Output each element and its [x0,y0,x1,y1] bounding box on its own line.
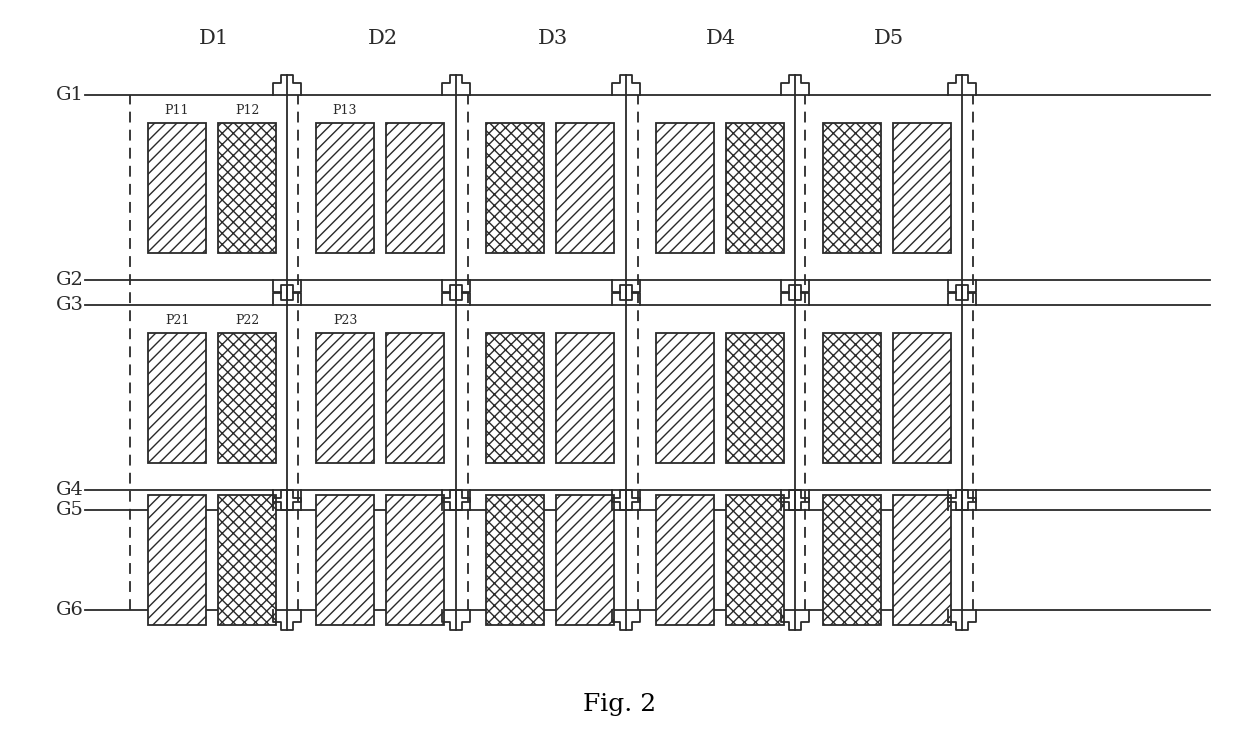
Bar [823,122,880,253]
Bar [316,495,374,625]
Bar [656,122,714,253]
Bar [893,332,951,463]
Bar [893,495,951,625]
Text: G5: G5 [56,501,84,519]
Bar [725,122,784,253]
Bar [556,332,614,463]
Text: D3: D3 [538,28,568,47]
Bar [556,495,614,625]
Bar [823,495,880,625]
Text: P22: P22 [234,314,259,326]
Bar [656,332,714,463]
Bar [823,332,880,463]
Bar [386,495,444,625]
Text: D2: D2 [368,28,398,47]
Bar [486,495,544,625]
Bar [725,495,784,625]
Bar [148,495,206,625]
Text: D1: D1 [198,28,229,47]
Text: P23: P23 [332,314,357,326]
Text: G1: G1 [56,86,84,104]
Text: G2: G2 [56,271,84,289]
Bar [725,332,784,463]
Bar [486,332,544,463]
Bar [386,332,444,463]
Bar [656,495,714,625]
Bar [893,122,951,253]
Bar [386,122,444,253]
Bar [316,332,374,463]
Text: G4: G4 [56,481,84,499]
Bar [218,122,277,253]
Text: D5: D5 [874,28,904,47]
Text: P21: P21 [165,314,190,326]
Text: D4: D4 [706,28,737,47]
Bar [316,122,374,253]
Text: Fig. 2: Fig. 2 [584,694,656,716]
Bar [486,122,544,253]
Bar [218,332,277,463]
Text: P11: P11 [165,104,190,116]
Text: G6: G6 [56,601,84,619]
Text: P12: P12 [234,104,259,116]
Bar [148,332,206,463]
Text: P13: P13 [332,104,357,116]
Bar [556,122,614,253]
Bar [148,122,206,253]
Bar [218,495,277,625]
Text: G3: G3 [56,296,84,314]
